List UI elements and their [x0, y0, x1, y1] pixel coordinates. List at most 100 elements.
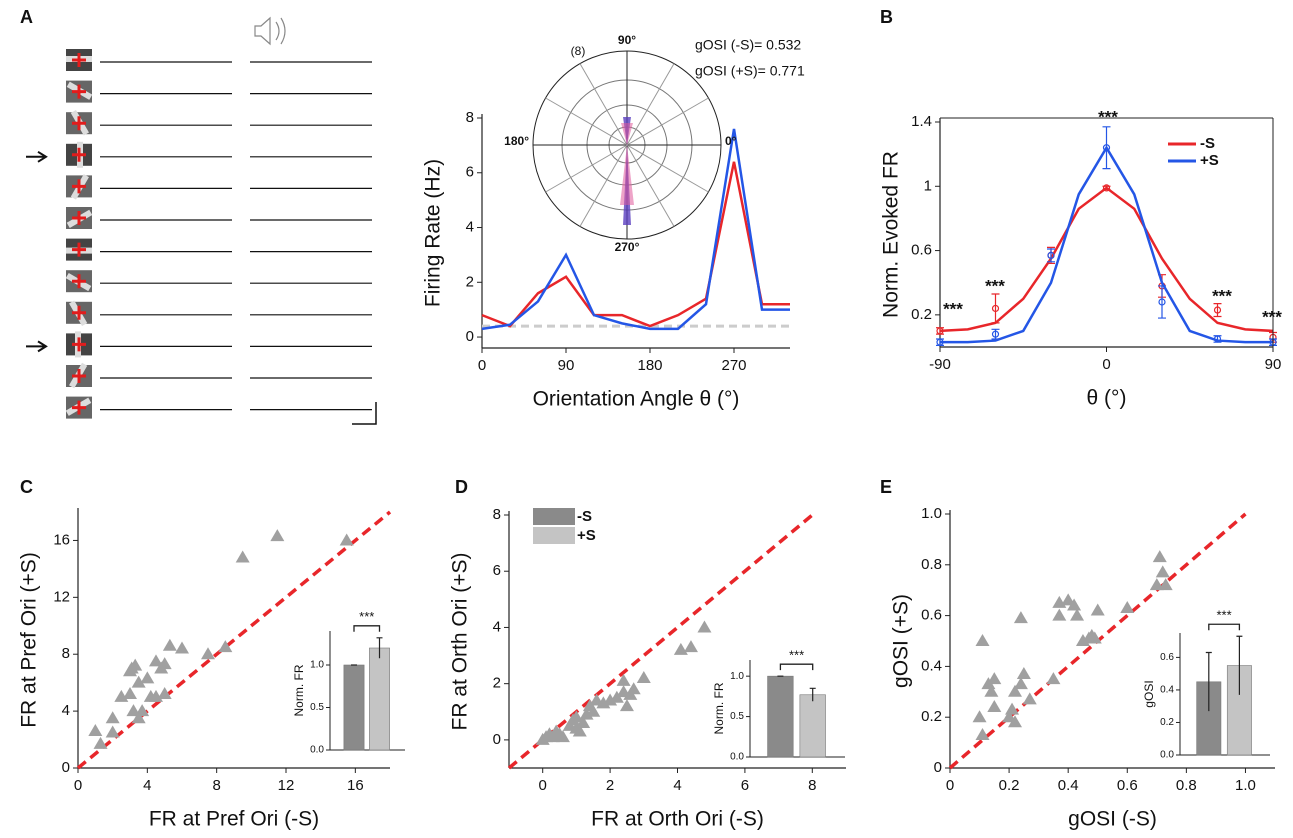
inset-y-tick-label: 0.0 [1160, 750, 1174, 761]
x-tick-label: 0 [1102, 356, 1110, 373]
error-bar [1102, 126, 1111, 170]
inset-bar [369, 647, 390, 751]
stimulus-arrow [72, 242, 86, 257]
panel-label: D [455, 477, 468, 497]
data-point [619, 699, 634, 712]
annotation: gOSI (+S)= 0.771 [695, 63, 805, 79]
x-tick-label: -90 [929, 356, 951, 373]
data-point [987, 700, 1002, 713]
y-tick-label: 8 [493, 506, 501, 523]
y-tick-label: 4 [493, 618, 501, 635]
data-point [270, 529, 285, 542]
y-tick-label: 2 [493, 675, 501, 692]
data-point [991, 330, 1000, 338]
inset-y-tick-label: 0.5 [310, 702, 324, 713]
data-point [1102, 144, 1111, 152]
x-axis-title: FR at Pref Ori (-S) [149, 808, 319, 831]
data-point [936, 338, 944, 346]
stimulus-arrow [72, 305, 86, 320]
y-axis-title: Firing Rate (Hz) [422, 159, 445, 307]
significance: *** [1217, 608, 1232, 623]
y-tick-label: 6 [493, 562, 501, 579]
data-point [555, 730, 570, 743]
data-point [1090, 603, 1105, 616]
x-tick-label: 0 [478, 357, 486, 374]
y-tick-label: 0.6 [911, 242, 932, 259]
stimulus-arrow [72, 116, 86, 131]
panel-label: C [20, 477, 33, 497]
data-point [572, 724, 587, 737]
significance: *** [789, 648, 804, 663]
data-point [1213, 335, 1222, 343]
significance: *** [1262, 307, 1282, 326]
data-point [135, 704, 150, 717]
data-point [987, 672, 1002, 685]
data-point [157, 657, 172, 670]
inset-y-tick-label: 0.5 [730, 711, 744, 722]
y-axis-title: FR at Orth Ori (+S) [449, 553, 472, 731]
x-tick-label: 90 [558, 357, 575, 374]
x-tick-label: 0 [946, 777, 954, 794]
data-point [616, 673, 631, 686]
data-point [1052, 608, 1067, 621]
significance: *** [943, 299, 963, 318]
legend-swatch [533, 508, 575, 525]
y-tick-label: 0.8 [921, 556, 942, 573]
data-point [1158, 578, 1173, 591]
x-axis-title: FR at Orth Ori (-S) [591, 808, 764, 831]
x-tick-label: 4 [673, 777, 681, 794]
data-point [636, 671, 651, 684]
significance-bracket [1208, 623, 1241, 631]
error-bar [1213, 303, 1222, 318]
data-point [1155, 565, 1170, 578]
stimulus-arrow [72, 179, 86, 194]
data-point [991, 304, 1000, 313]
data-point [339, 533, 354, 546]
inset-y-title: gOSI [1142, 680, 1156, 707]
y-axis-title: FR at Pref Ori (+S) [18, 552, 41, 728]
data-point [626, 682, 641, 695]
y-tick-label: 4 [62, 702, 70, 719]
x-tick-label: 6 [741, 777, 749, 794]
data-point [105, 711, 120, 724]
legend-swatch [533, 527, 575, 544]
polar-count: (8) [571, 44, 586, 58]
data-point [1070, 608, 1085, 621]
data-point [1016, 667, 1031, 680]
panel-label: E [880, 477, 892, 497]
data-point [975, 634, 990, 646]
stimulus-arrow [72, 84, 86, 99]
legend-label: -S [577, 508, 592, 525]
inset-error-bar [1236, 635, 1243, 695]
y-tick-label: 0 [934, 759, 942, 776]
x-axis-title: gOSI (-S) [1068, 808, 1157, 831]
data-point [131, 675, 146, 688]
inset-y-tick-label: 0.6 [1160, 652, 1174, 663]
data-point [201, 647, 215, 660]
data-point [984, 684, 999, 697]
data-point [1067, 598, 1082, 611]
row-arrow [26, 340, 48, 353]
x-axis-title: θ (°) [1087, 387, 1127, 410]
panel-label: A [20, 7, 33, 27]
data-point [1002, 710, 1017, 723]
y-tick-label: 1.4 [911, 113, 932, 130]
inset-bar [767, 675, 794, 758]
legend-label: -S [1200, 135, 1215, 152]
data-point [175, 641, 189, 654]
data-point [128, 658, 143, 671]
stimulus-arrow [72, 337, 86, 352]
data-point [149, 654, 163, 667]
speaker-icon [254, 16, 286, 46]
data-point [131, 711, 146, 724]
data-point [1061, 593, 1076, 606]
inset-y-tick-label: 1.0 [310, 660, 324, 671]
polar-label: 270° [615, 240, 640, 254]
significance: *** [359, 609, 374, 624]
data-point [1013, 611, 1028, 624]
data-point [586, 704, 601, 717]
y-tick-label: 0.4 [921, 657, 942, 674]
significance: *** [1098, 107, 1118, 126]
y-tick-label: 12 [53, 588, 70, 605]
scale-bar [352, 402, 377, 425]
